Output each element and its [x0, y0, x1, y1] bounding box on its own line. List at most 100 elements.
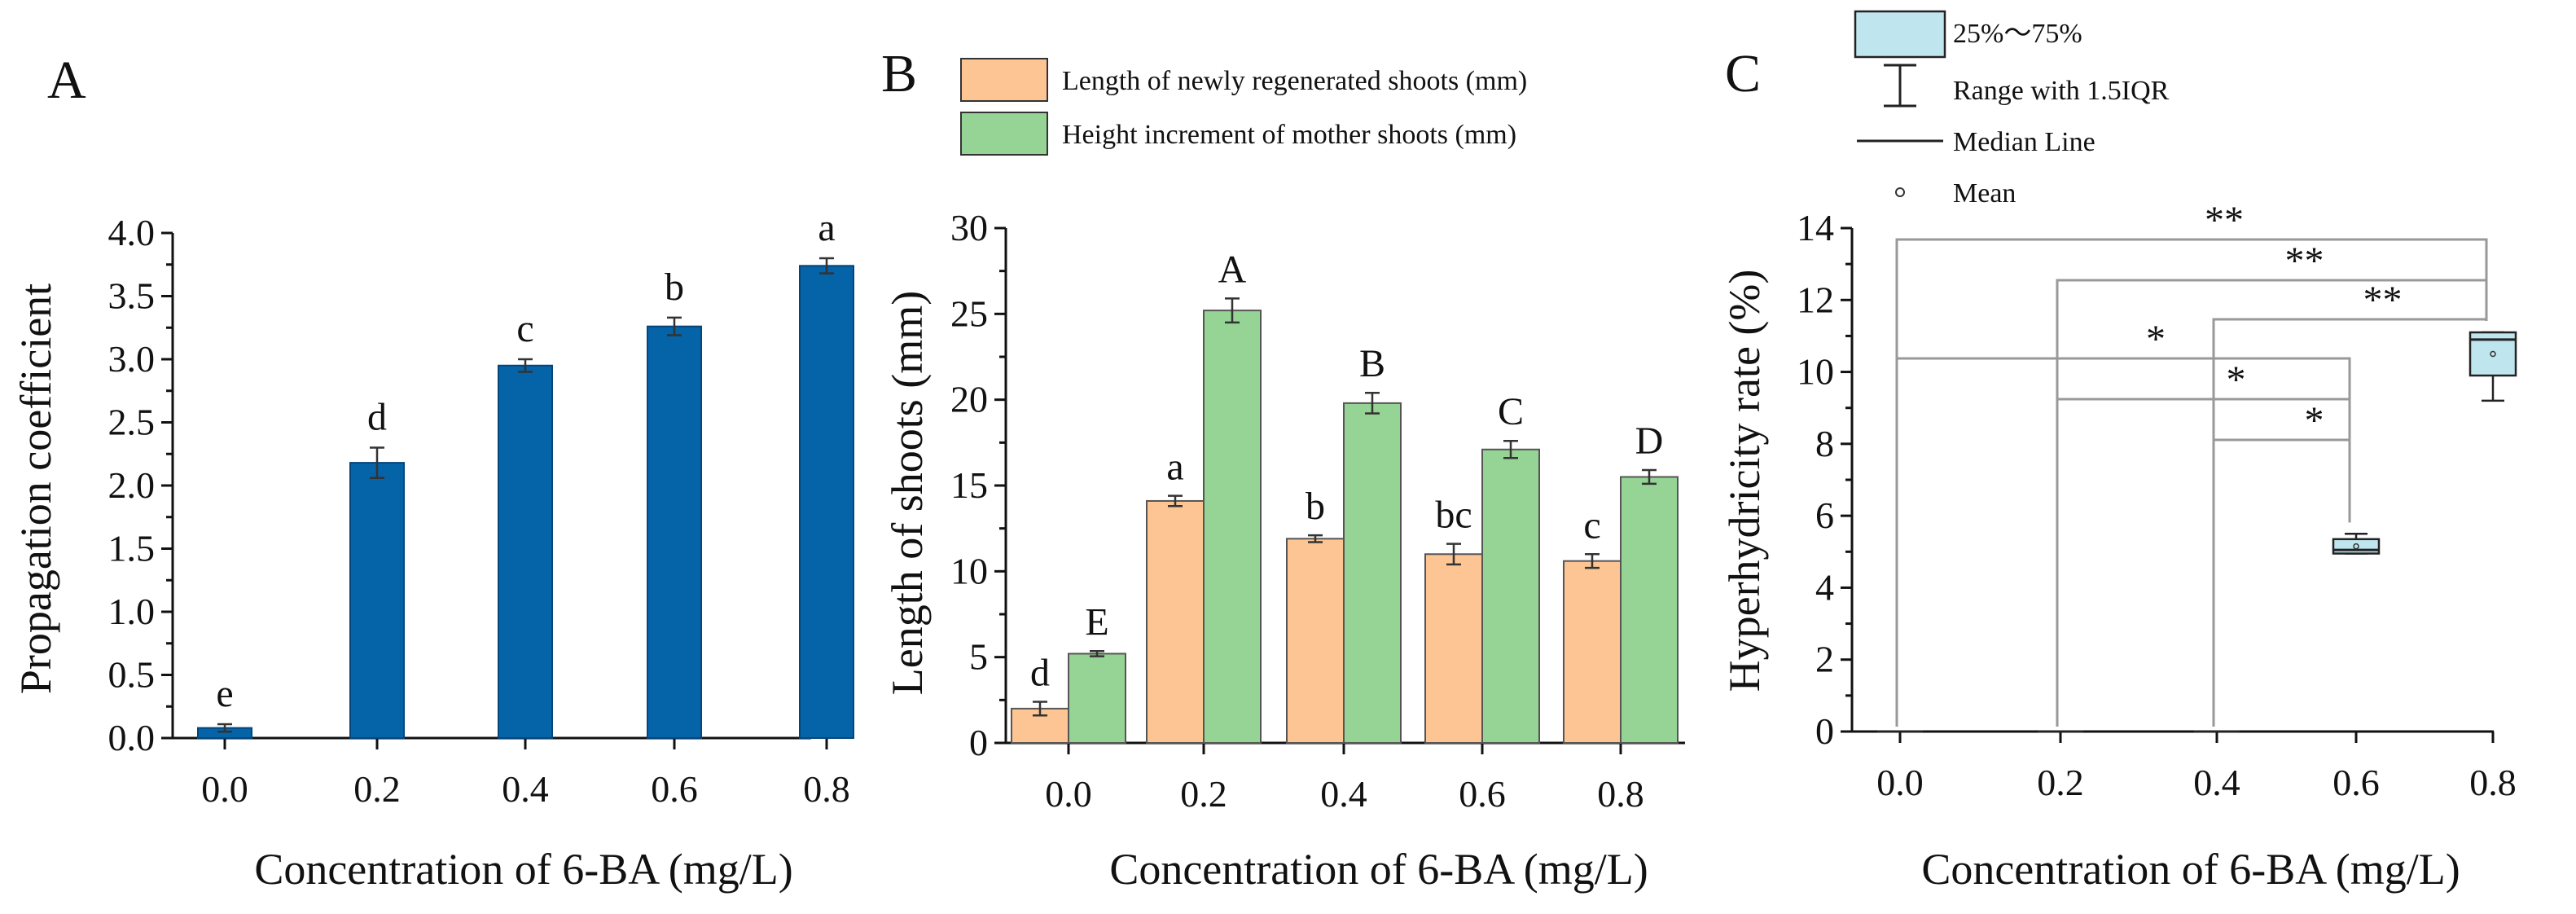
legend-mean-swatch — [1895, 187, 1905, 197]
significance-letter: d — [367, 396, 387, 439]
bar — [799, 265, 854, 739]
significance-letter: e — [216, 672, 233, 715]
y-tick-label: 5 — [969, 636, 988, 678]
significance-stars: ** — [2285, 239, 2324, 283]
x-tick-label: 0.2 — [2037, 762, 2084, 803]
legend-label-range: Range with 1.5IQR — [1953, 76, 2170, 106]
panel-c-legend: 25%～75% Range with 1.5IQR Median Line Me… — [1854, 10, 2170, 209]
bar — [647, 325, 702, 739]
panel-c: C 25%～75% Range with 1.5IQR Median Line … — [1720, 10, 2517, 894]
significance-bracket — [1895, 357, 2351, 727]
y-tick-label: 3.5 — [108, 275, 156, 317]
panel-a-x-axis-title: Concentration of 6-BA (mg/L) — [254, 845, 792, 894]
panel-c-y-axis-title: Hyperhydricity rate (%) — [1720, 270, 1769, 692]
legend-swatch-mother-shoots — [960, 112, 1048, 156]
significance-letter: A — [1218, 248, 1247, 291]
x-tick-label: 0.4 — [2193, 762, 2240, 803]
panel-b: B Length of newly regenerated shoots (mm… — [881, 44, 1685, 894]
x-tick-label: 0.8 — [2469, 762, 2517, 803]
legend-whisker-swatch — [1884, 64, 1916, 108]
panel-c-x-axis-title: Concentration of 6-BA (mg/L) — [1921, 845, 2460, 894]
box-iqr — [2332, 538, 2381, 555]
bar-mother-shoots — [1620, 476, 1679, 744]
bar-mother-shoots — [1068, 653, 1126, 744]
x-tick-label: 0.6 — [1459, 773, 1506, 815]
panel-a-y-axis-title: Propagation coefficient — [11, 283, 60, 694]
y-tick-label: 15 — [950, 464, 988, 506]
y-tick-label: 10 — [950, 550, 988, 591]
significance-letter: bc — [1435, 494, 1472, 537]
y-tick-label: 25 — [950, 292, 988, 334]
y-tick-label: 2 — [1815, 639, 1834, 680]
bar-new-shoots — [1424, 553, 1483, 744]
panel-b-y-axis-title: Length of shoots (mm) — [883, 291, 932, 695]
y-tick-label: 1.0 — [108, 591, 156, 632]
x-tick-label: 0.4 — [502, 768, 549, 810]
significance-bracket — [2056, 398, 2351, 727]
y-tick-label: 8 — [1815, 423, 1834, 464]
box-mean-marker — [2490, 350, 2496, 358]
box-mean-marker — [2353, 543, 2359, 550]
x-tick-label: 0.4 — [1320, 773, 1367, 815]
bar-new-shoots — [1146, 499, 1205, 745]
significance-stars: * — [2227, 358, 2246, 402]
x-tick-label: 0.0 — [1045, 773, 1092, 815]
significance-letter: a — [1166, 446, 1183, 489]
legend-label-iqr: 25%～75% — [1953, 19, 2082, 49]
legend-label-mother-shoots: Height increment of mother shoots (mm) — [1062, 120, 1516, 150]
y-tick-label: 0 — [969, 722, 988, 763]
panel-a-label: A — [47, 51, 86, 110]
x-tick-label: 0.2 — [1180, 773, 1227, 815]
legend-label-median: Median Line — [1953, 127, 2095, 157]
significance-stars: * — [2305, 399, 2324, 442]
y-tick-label: 0 — [1815, 710, 1834, 752]
significance-stars: ** — [2363, 279, 2403, 322]
y-tick-label: 6 — [1815, 494, 1834, 536]
y-tick-label: 3.0 — [108, 338, 156, 380]
significance-letter: C — [1498, 390, 1524, 433]
x-tick-label: 0.8 — [803, 768, 850, 810]
significance-letter: a — [818, 206, 835, 249]
y-tick-label: 10 — [1797, 351, 1834, 393]
bar — [498, 364, 553, 739]
x-tick-label: 0.0 — [1876, 762, 1924, 803]
significance-letter: c — [1583, 503, 1600, 547]
y-tick-label: 30 — [950, 207, 988, 248]
y-tick-label: 12 — [1797, 279, 1834, 320]
legend-label-new-shoots: Length of newly regenerated shoots (mm) — [1062, 66, 1527, 96]
x-tick-label: 0.0 — [201, 768, 248, 810]
legend-swatch-new-shoots — [960, 58, 1048, 102]
panel-a: A Propagation coefficient Concentration … — [11, 51, 854, 894]
legend-label-mean: Mean — [1953, 178, 2016, 209]
panel-b-x-axis-title: Concentration of 6-BA (mg/L) — [1109, 845, 1648, 894]
bar-mother-shoots — [1481, 448, 1540, 744]
significance-bracket — [2212, 438, 2351, 727]
y-tick-label: 14 — [1797, 207, 1834, 248]
significance-letter: b — [665, 266, 684, 309]
bar-new-shoots — [1563, 560, 1622, 745]
x-tick-label: 0.6 — [651, 768, 698, 810]
significance-letter: d — [1030, 651, 1050, 694]
y-tick-label: 4 — [1815, 566, 1834, 608]
bar-mother-shoots — [1203, 310, 1262, 744]
panel-b-legend: Length of newly regenerated shoots (mm) … — [960, 58, 1527, 156]
significance-letter: D — [1635, 420, 1664, 463]
significance-bracket — [2056, 279, 2488, 727]
x-tick-label: 0.2 — [353, 768, 401, 810]
significance-letter: E — [1085, 600, 1108, 644]
significance-letter: c — [516, 307, 533, 350]
panel-c-label: C — [1725, 44, 1761, 103]
y-tick-label: 20 — [950, 379, 988, 420]
x-tick-label: 0.6 — [2332, 762, 2380, 803]
panel-b-label: B — [881, 44, 917, 103]
y-tick-label: 2.0 — [108, 464, 156, 506]
y-tick-label: 1.5 — [108, 528, 156, 569]
y-tick-label: 0.0 — [108, 717, 156, 758]
significance-stars: ** — [2205, 199, 2244, 242]
bar-mother-shoots — [1343, 402, 1402, 744]
legend-box-swatch — [1854, 10, 1946, 59]
significance-letter: b — [1306, 485, 1325, 528]
bar — [349, 462, 405, 739]
y-tick-label: 4.0 — [108, 212, 156, 253]
